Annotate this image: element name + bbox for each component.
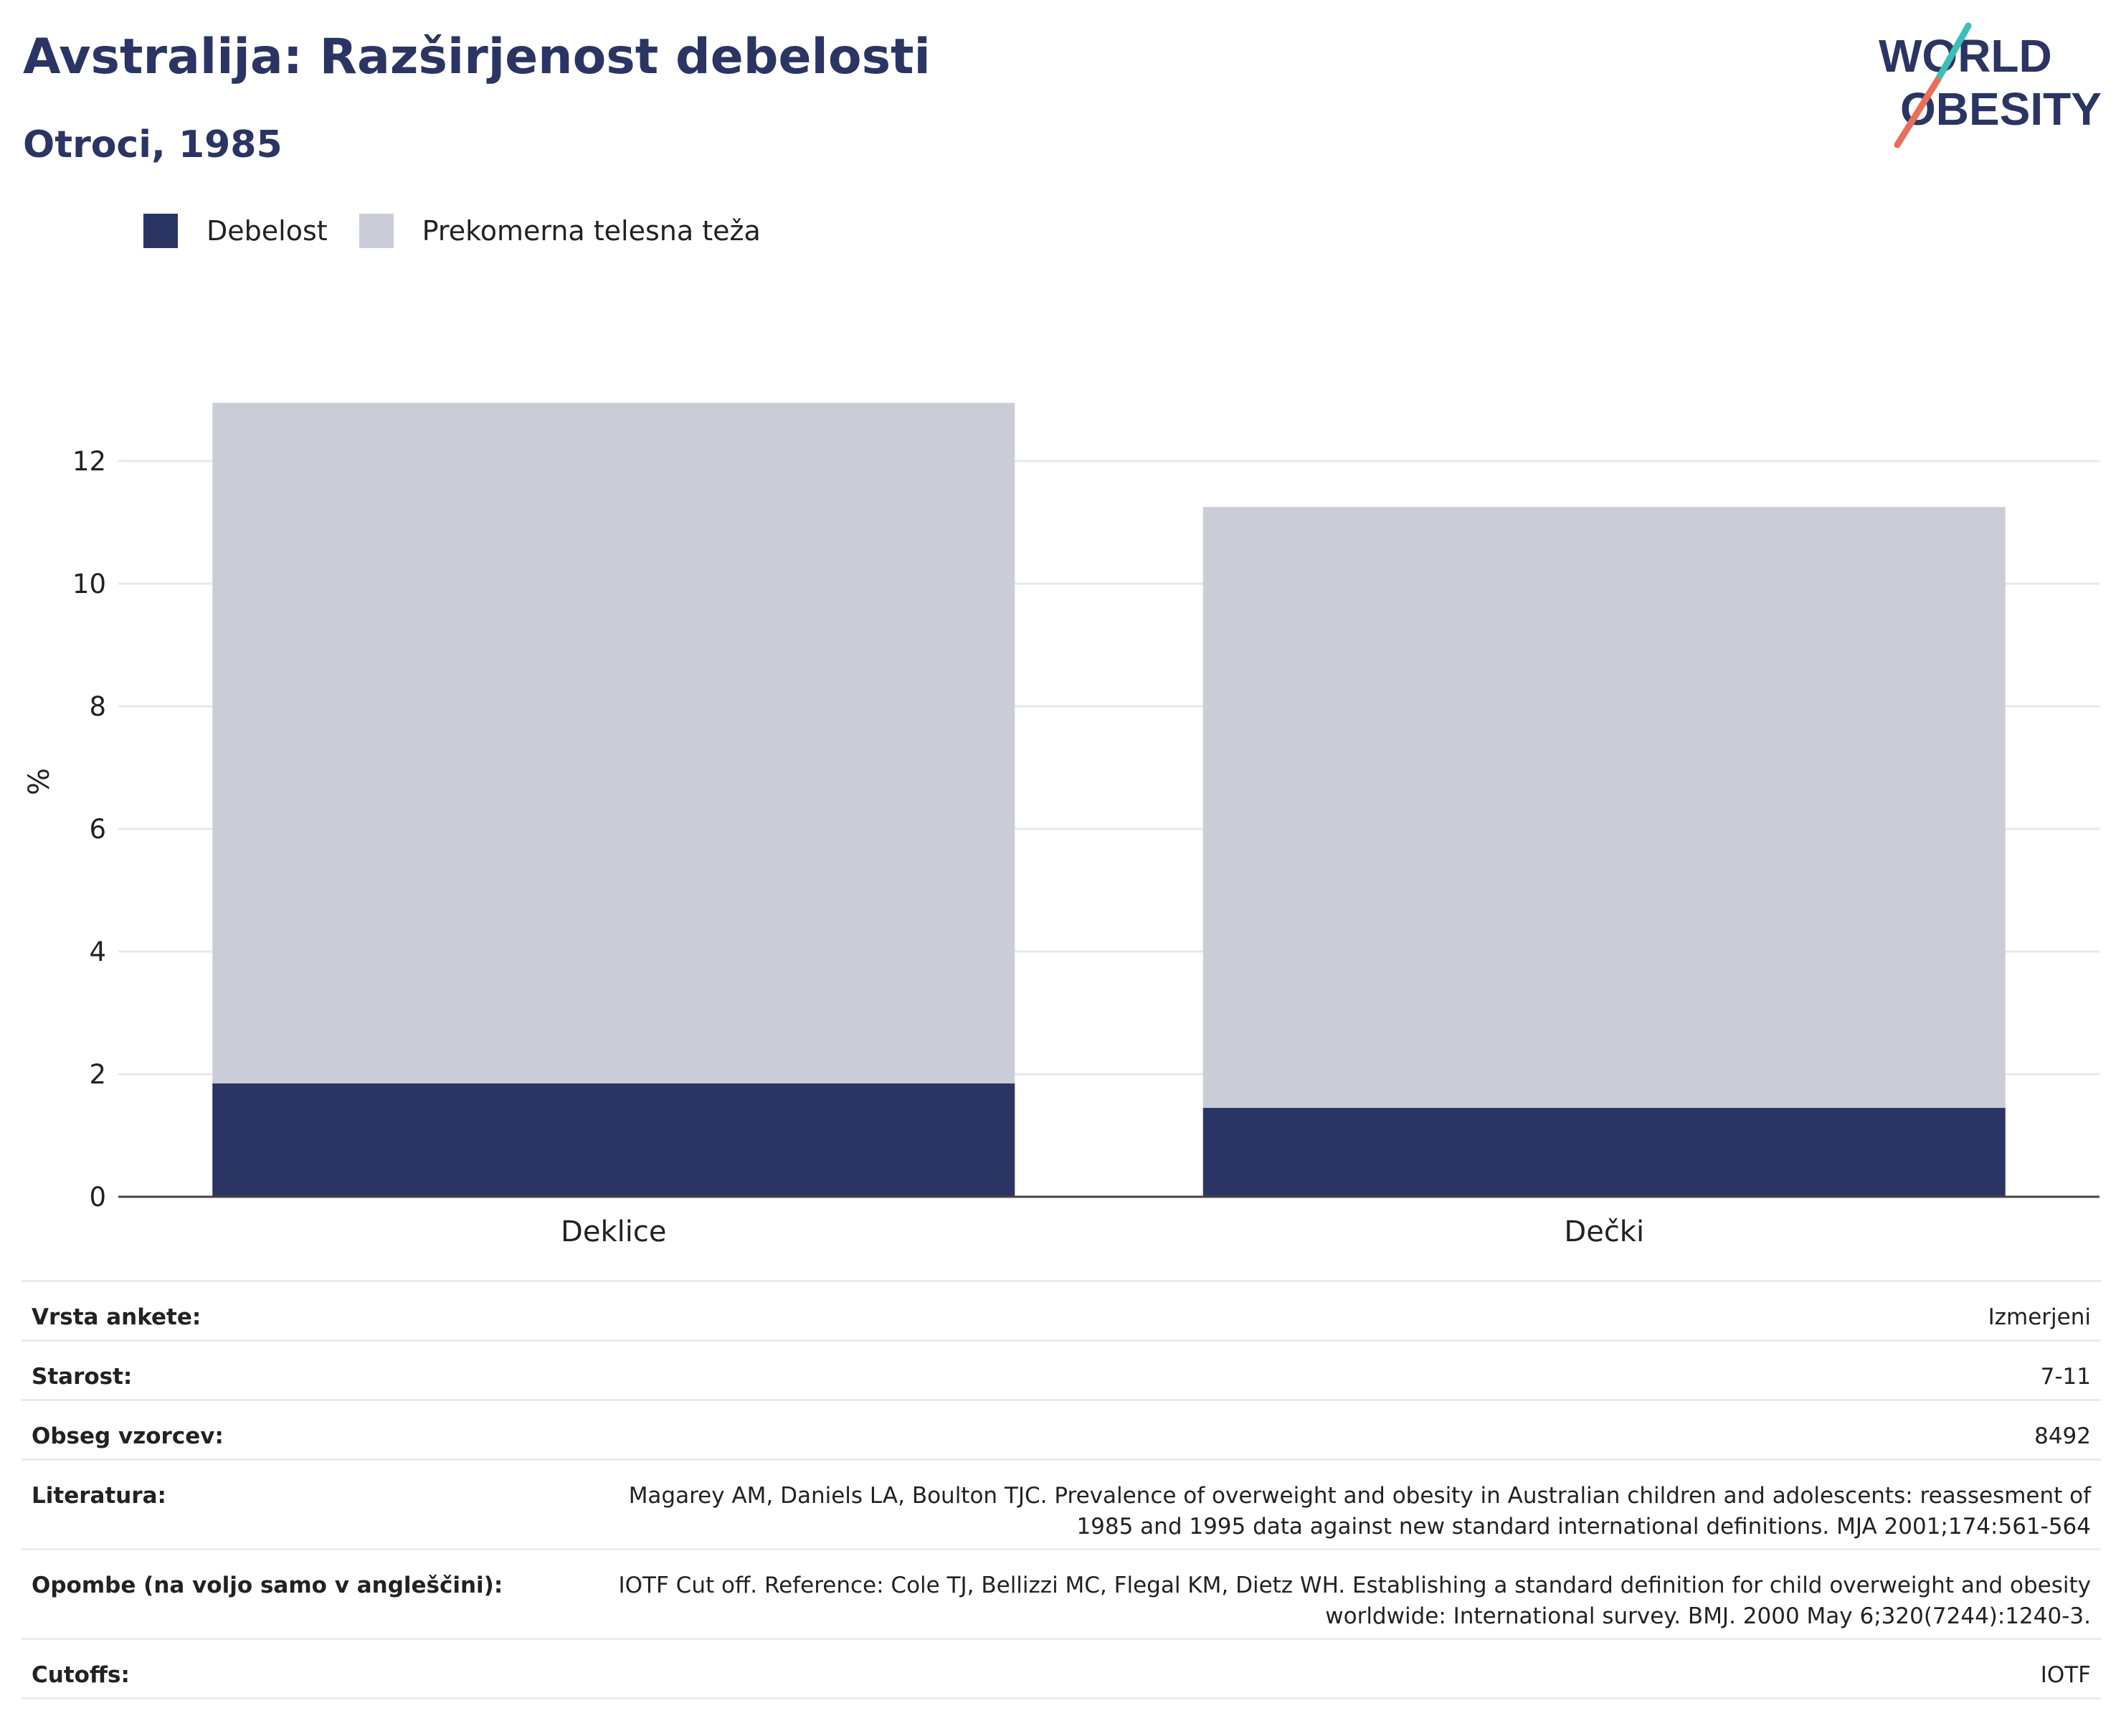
info-value: IOTF Cut off. Reference: Cole TJ, Belliz… bbox=[558, 1548, 2101, 1639]
info-key: Cutoffs: bbox=[22, 1638, 558, 1699]
legend-label-debelost: Debelost bbox=[207, 215, 328, 247]
info-value: 7-11 bbox=[558, 1339, 2101, 1400]
info-key: Obseg vzorcev: bbox=[22, 1399, 558, 1460]
bar-debelost-1 bbox=[1202, 1108, 2006, 1197]
legend: Debelost Prekomerna telesna teža bbox=[143, 214, 792, 248]
legend-label-prekomerna: Prekomerna telesna teža bbox=[422, 215, 761, 247]
logo-slash-coral bbox=[1894, 77, 1941, 148]
bar-debelost-0 bbox=[212, 1083, 1015, 1197]
world-obesity-logo: WORLD OBESITY bbox=[1879, 22, 2102, 148]
table-row: Obseg vzorcev: 8492 bbox=[22, 1399, 2101, 1460]
logo-text-world: WORLD bbox=[1879, 30, 2052, 82]
info-value: IOTF bbox=[558, 1638, 2101, 1699]
y-tick-label: 2 bbox=[89, 1059, 106, 1090]
x-tick-label: Dečki bbox=[1564, 1215, 1644, 1248]
bar-chart: 0 2 4 6 8 10 12% Deklice Dečki bbox=[23, 402, 2099, 1248]
info-value: Izmerjeni bbox=[558, 1280, 2101, 1341]
legend-swatch-debelost bbox=[143, 214, 178, 248]
table-row: Opombe (na voljo samo v angleščini): IOT… bbox=[22, 1548, 2101, 1639]
survey-info-table: Vrsta ankete: Izmerjeni Starost: 7-11 Ob… bbox=[22, 1280, 2101, 1699]
x-tick-label: Deklice bbox=[561, 1215, 666, 1248]
info-value: 8492 bbox=[558, 1399, 2101, 1460]
legend-item-prekomerna[interactable]: Prekomerna telesna teža bbox=[359, 214, 761, 248]
legend-item-debelost[interactable]: Debelost bbox=[143, 214, 328, 248]
y-tick-label: 4 bbox=[89, 936, 106, 967]
table-row: Cutoffs: IOTF bbox=[22, 1638, 2101, 1699]
y-axis-label: % bbox=[23, 768, 56, 795]
info-key: Vrsta ankete: bbox=[22, 1280, 558, 1341]
info-key: Opombe (na voljo samo v angleščini): bbox=[22, 1548, 558, 1639]
bar-prekomerna-1 bbox=[1202, 507, 2006, 1109]
y-tick-label: 12 bbox=[72, 446, 106, 477]
table-row: Starost: 7-11 bbox=[22, 1339, 2101, 1400]
info-key: Starost: bbox=[22, 1339, 558, 1400]
y-tick-label: 0 bbox=[89, 1182, 106, 1213]
y-tick-label: 6 bbox=[89, 814, 106, 845]
chart-subtitle: Otroci, 1985 bbox=[23, 123, 283, 166]
info-key: Literatura: bbox=[22, 1458, 558, 1550]
table-row: Vrsta ankete: Izmerjeni bbox=[22, 1280, 2101, 1341]
table-row: Literatura: Magarey AM, Daniels LA, Boul… bbox=[22, 1458, 2101, 1550]
legend-swatch-prekomerna bbox=[359, 214, 394, 248]
y-tick-label: 10 bbox=[72, 569, 106, 599]
logo-slash-teal bbox=[1934, 22, 1972, 84]
info-value: Magarey AM, Daniels LA, Boulton TJC. Pre… bbox=[558, 1458, 2101, 1550]
bar-prekomerna-0 bbox=[212, 402, 1015, 1083]
y-tick-label: 8 bbox=[89, 691, 106, 722]
chart-title: Avstralija: Razširjenost debelosti bbox=[23, 29, 931, 85]
